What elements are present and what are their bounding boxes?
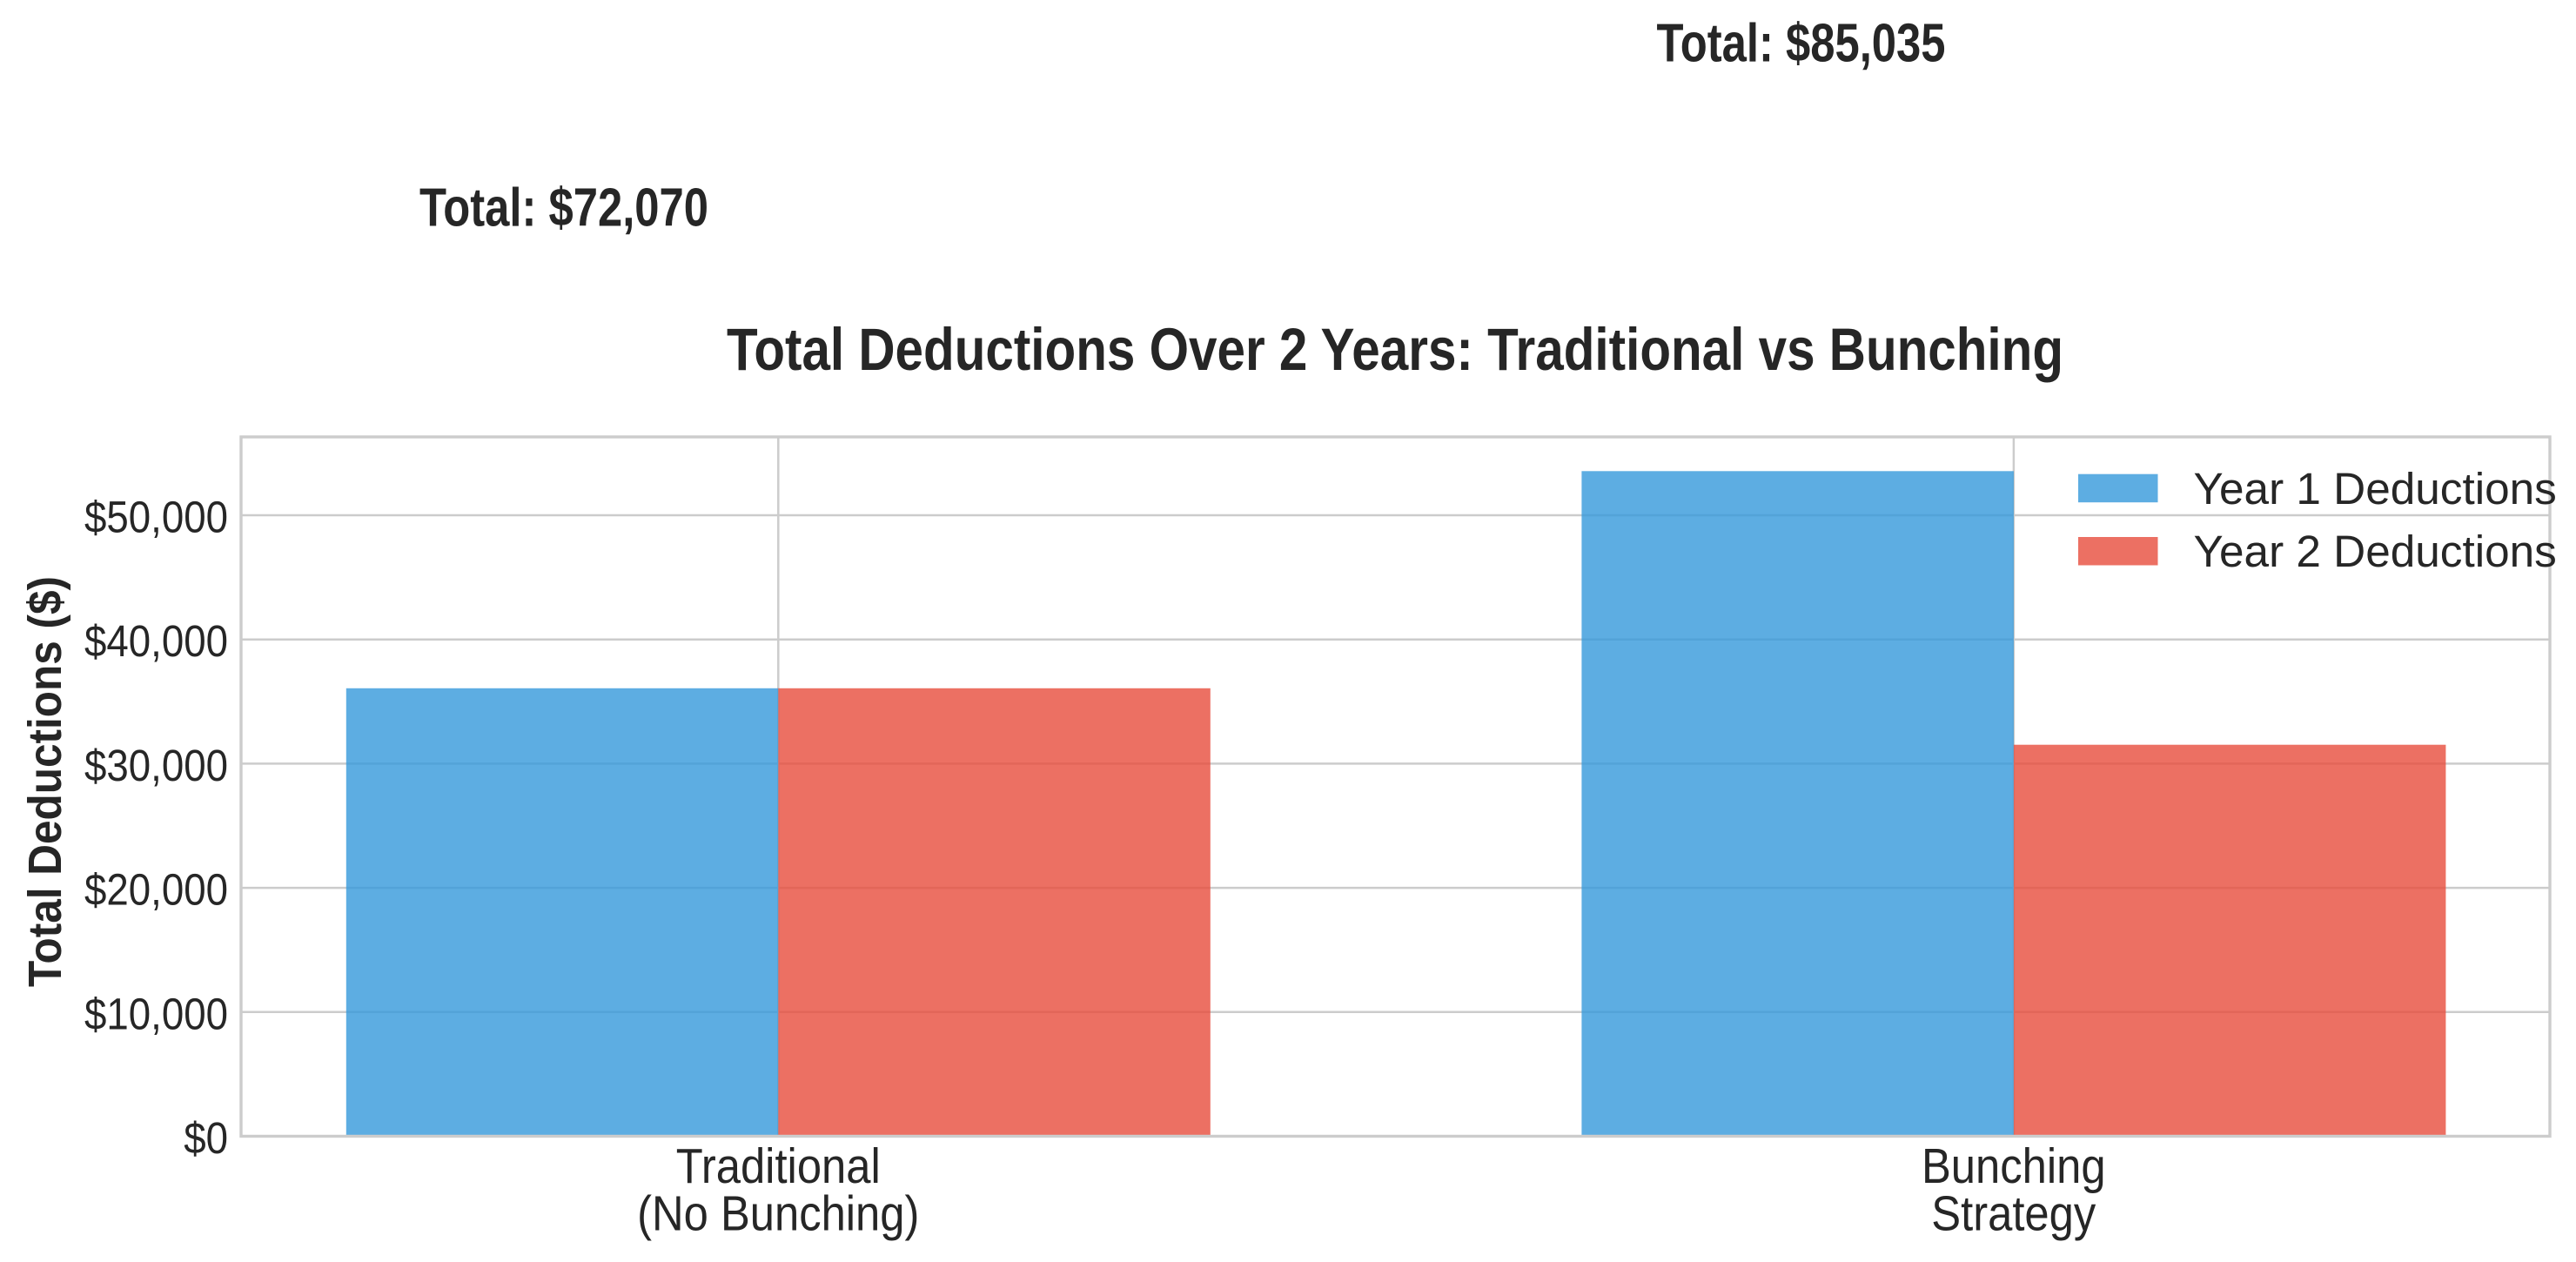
svg-text:$50,000: $50,000	[84, 493, 228, 542]
svg-text:Total Deductions Over 2 Years:: Total Deductions Over 2 Years: Tradition…	[727, 316, 2063, 383]
svg-text:Total Deductions ($): Total Deductions ($)	[19, 576, 71, 987]
svg-text:Year 1 Deductions: Year 1 Deductions	[2194, 464, 2557, 514]
svg-text:Total: $72,070: Total: $72,070	[419, 178, 708, 238]
svg-text:$10,000: $10,000	[84, 989, 228, 1038]
svg-text:$0: $0	[184, 1113, 228, 1163]
svg-text:Total: $85,035: Total: $85,035	[1657, 14, 1946, 74]
svg-text:$40,000: $40,000	[84, 616, 228, 666]
svg-text:Bunching: Bunching	[1922, 1138, 2106, 1194]
svg-text:$20,000: $20,000	[84, 865, 228, 915]
svg-text:Strategy: Strategy	[1931, 1186, 2096, 1242]
svg-text:Traditional: Traditional	[676, 1138, 881, 1194]
svg-text:Year 2 Deductions: Year 2 Deductions	[2194, 527, 2557, 576]
svg-text:(No Bunching): (No Bunching)	[637, 1186, 919, 1242]
svg-text:$30,000: $30,000	[84, 741, 228, 790]
